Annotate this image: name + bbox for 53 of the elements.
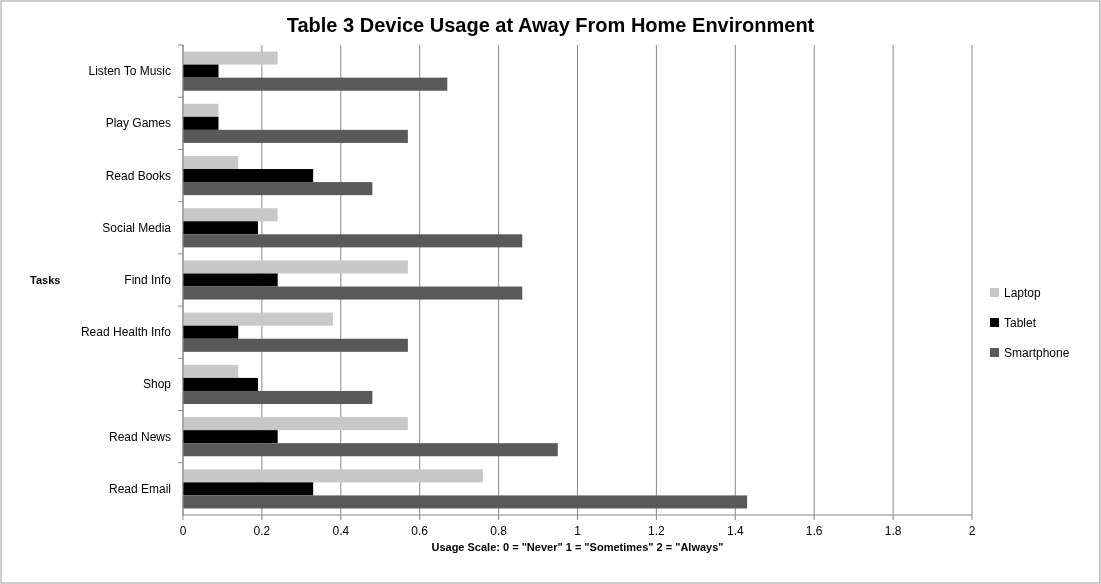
bar [183,482,314,496]
x-tick-label: 0.6 [411,524,429,538]
chart-title: Table 3 Device Usage at Away From Home Environment [286,14,815,36]
bar [183,430,278,444]
y-tick-label: Find Info [124,273,172,287]
x-tick-label: 1 [574,524,582,538]
x-tick-label: 2 [968,524,976,538]
bar [183,377,258,391]
x-tick-label: 0 [179,524,187,538]
legend-label: Smartphone [1004,346,1070,360]
bar [183,169,314,183]
bar [183,417,408,431]
y-tick-label: Read Health Info [80,325,172,340]
y-tick-label: Listen To Music [88,64,171,79]
bar [183,286,523,300]
x-axis-title: Usage Scale: 0 = "Never" 1 = "Sometimes" 2 = "Always" [431,541,724,553]
y-tick-label: Shop [142,377,172,392]
bar [183,443,558,457]
x-tick-label: 1.4 [726,524,744,538]
bar [183,77,448,91]
bar [183,129,408,143]
bar [183,234,523,248]
legend-label: Tablet [1004,316,1037,330]
bar [183,260,408,274]
y-tick-label: Read News [108,429,171,444]
x-tick-label: 0.2 [253,524,271,538]
bar [183,390,373,405]
y-tick-label: Play Games [105,116,171,131]
bar [183,51,278,65]
y-tick-label: Read Books [105,168,171,183]
bar [183,208,278,222]
legend-label: Laptop [1004,286,1042,300]
bar [183,103,219,117]
bar [183,469,483,483]
bar [183,64,219,78]
y-tick-label: Social Media [102,220,172,235]
bar [183,338,408,352]
bar [183,155,239,170]
x-tick-label: 1.8 [884,524,902,538]
bar [183,182,373,196]
x-tick-label: 1.2 [648,524,666,538]
bar [183,273,278,287]
bar [183,221,258,235]
y-tick-label: Read Email [108,481,171,496]
x-tick-label: 0.4 [332,524,350,538]
x-tick-label: 0.8 [490,524,508,538]
bar [183,116,219,130]
bar [183,325,239,339]
bar [183,364,239,378]
y-axis-title: Tasks [30,274,61,286]
bar [183,495,748,509]
x-tick-label: 1.6 [805,524,823,538]
bar [183,312,333,326]
